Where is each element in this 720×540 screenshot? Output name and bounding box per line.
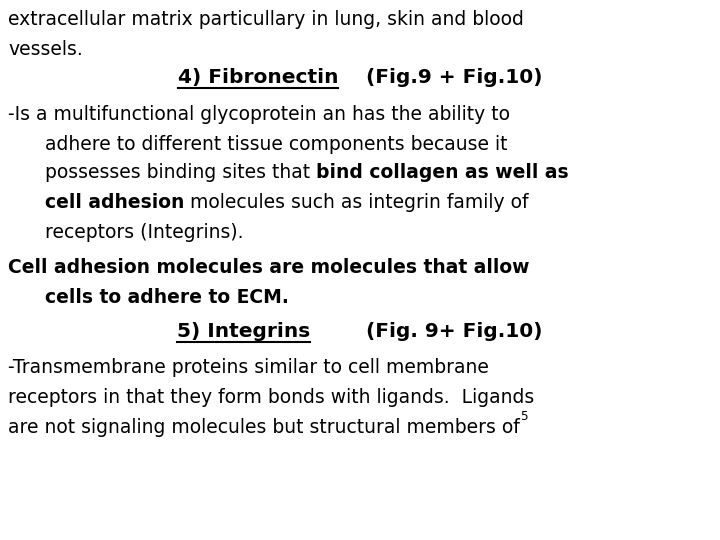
Text: cell adhesion: cell adhesion: [45, 193, 184, 212]
Text: Cell adhesion molecules are molecules that allow: Cell adhesion molecules are molecules th…: [8, 258, 529, 277]
Text: 4) Fibronectin: 4) Fibronectin: [178, 68, 338, 87]
Text: -Transmembrane proteins similar to cell membrane: -Transmembrane proteins similar to cell …: [8, 358, 489, 377]
Text: receptors in that they form bonds with ligands.  Ligands: receptors in that they form bonds with l…: [8, 388, 534, 407]
Text: receptors (Integrins).: receptors (Integrins).: [45, 223, 243, 242]
Text: adhere to different tissue components because it: adhere to different tissue components be…: [45, 135, 508, 154]
Text: (Fig. 9+ Fig.10): (Fig. 9+ Fig.10): [366, 322, 543, 341]
Text: molecules such as integrin family of: molecules such as integrin family of: [184, 193, 529, 212]
Text: -Is a multifunctional glycoprotein an has the ability to: -Is a multifunctional glycoprotein an ha…: [8, 105, 510, 124]
Text: 5) Integrins: 5) Integrins: [177, 322, 310, 341]
Text: possesses binding sites that: possesses binding sites that: [45, 163, 316, 182]
Text: bind collagen as well as: bind collagen as well as: [316, 163, 569, 182]
Text: vessels.: vessels.: [8, 40, 83, 59]
Text: 5: 5: [520, 410, 527, 423]
Text: are not signaling molecules but structural members of: are not signaling molecules but structur…: [8, 418, 520, 437]
Text: extracellular matrix particullary in lung, skin and blood: extracellular matrix particullary in lun…: [8, 10, 524, 29]
Text: (Fig.9 + Fig.10): (Fig.9 + Fig.10): [366, 68, 542, 87]
Text: cells to adhere to ECM.: cells to adhere to ECM.: [45, 288, 289, 307]
